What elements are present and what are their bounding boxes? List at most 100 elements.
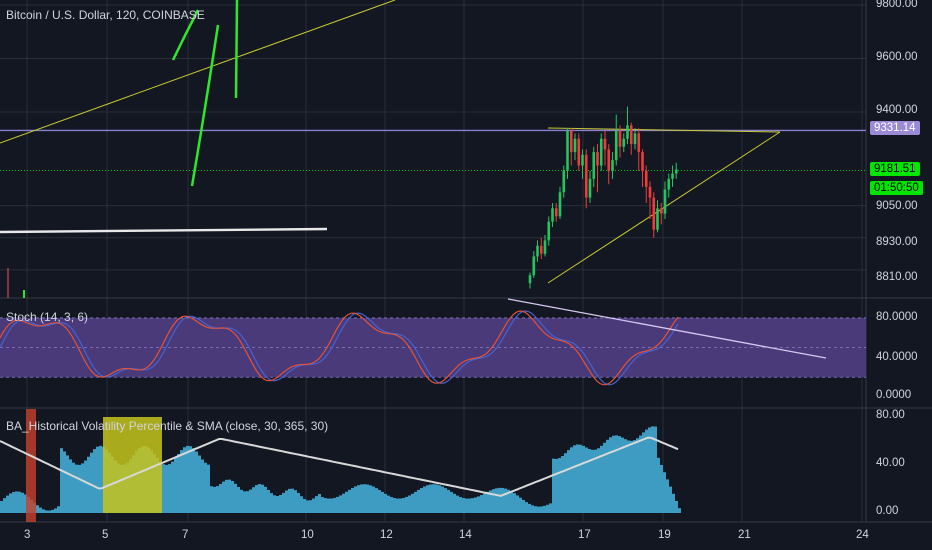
vol-bar <box>261 484 264 513</box>
vol-bar <box>540 506 543 513</box>
vol-bar <box>678 508 681 513</box>
last-price-tag: 9181.51 <box>870 162 920 176</box>
vol-bar <box>339 495 342 513</box>
vol-bar <box>246 491 249 513</box>
vol-bar <box>318 494 321 513</box>
candle-body <box>562 170 566 193</box>
vol-bar <box>420 488 423 513</box>
vol-bar <box>402 497 405 513</box>
vol-bar <box>240 489 243 513</box>
vol-bar <box>600 445 603 513</box>
stoch-k-line <box>0 310 679 386</box>
vol-bar <box>72 462 75 513</box>
vol-bar <box>0 501 3 513</box>
vol-bar <box>456 495 459 513</box>
vol-bar <box>480 495 483 513</box>
vol-bar <box>435 484 438 513</box>
vol-bar <box>597 448 600 513</box>
candle-body <box>626 125 629 139</box>
vol-bar <box>564 453 567 513</box>
vol-bar <box>243 491 246 513</box>
vol-bar <box>234 483 237 513</box>
vol-bar <box>195 451 198 513</box>
vol-bar <box>561 456 564 513</box>
vol-bar <box>15 491 18 513</box>
candle-countdown-tag: 01:50:50 <box>870 181 923 195</box>
vol-bar <box>327 498 330 513</box>
vol-bar <box>363 484 366 513</box>
vol-bar <box>660 465 663 513</box>
vol-bar <box>555 458 558 513</box>
vol-bar <box>498 487 501 513</box>
vol-bar <box>441 486 444 513</box>
vol-bar <box>366 484 369 513</box>
candle-body <box>566 130 569 171</box>
vol-bar <box>627 440 630 513</box>
vol-bar <box>177 453 180 513</box>
vol-bar <box>603 442 606 513</box>
vol-bar <box>417 489 420 513</box>
vol-bar <box>48 510 51 513</box>
vol-bar <box>315 496 318 513</box>
hand-drawn-stroke <box>171 9 200 61</box>
vol-bar <box>552 458 555 513</box>
vol-bar <box>375 488 378 513</box>
vol-bar <box>219 483 222 513</box>
price-tick-9800: 9800.00 <box>876 0 918 10</box>
vol-bar <box>372 486 375 513</box>
vol-bar <box>228 479 231 513</box>
vol-bar <box>9 493 12 513</box>
vol-bar <box>651 426 654 513</box>
vol-bar <box>231 480 234 513</box>
vol-bar <box>474 497 477 513</box>
trendline-rising-left <box>0 0 396 144</box>
vol-bar <box>447 489 450 513</box>
vol-bar <box>186 445 189 513</box>
vol-bar <box>18 491 21 513</box>
vol-bar <box>483 493 486 513</box>
vol-bar <box>354 486 357 513</box>
vol-bar <box>306 500 309 513</box>
vol-bar <box>636 438 639 513</box>
vol-bar <box>42 509 45 513</box>
vol-bar <box>537 506 540 513</box>
stoch-tick-40: 40.0000 <box>876 351 918 363</box>
candle-body <box>592 152 596 179</box>
time-label-21: 21 <box>738 529 751 541</box>
vol-bar <box>6 495 9 513</box>
vol-bar <box>501 487 504 513</box>
hand-drawn-stroke <box>190 24 220 187</box>
vol-bar <box>276 495 279 513</box>
vol-bar <box>255 485 258 513</box>
stoch-d-line <box>0 310 679 386</box>
vol-bar <box>507 489 510 513</box>
vol-bar <box>459 496 462 513</box>
vol-bar <box>99 445 102 513</box>
hand-drawn-stroke <box>234 0 239 99</box>
vol-bar <box>321 497 324 513</box>
candle-body <box>573 138 577 153</box>
vol-bar <box>21 492 24 513</box>
candle-body <box>618 130 622 147</box>
stoch-title: Stoch (14, 3, 6) <box>6 310 89 324</box>
candle-body <box>569 130 573 153</box>
price-tick-8930: 8930.00 <box>876 236 918 248</box>
vol-bar <box>510 491 513 513</box>
price-tick-8810: 8810.00 <box>876 271 918 283</box>
candle-body <box>659 208 663 214</box>
candle-body <box>539 245 543 254</box>
vol-bar <box>165 464 168 513</box>
candle-body <box>528 275 532 284</box>
vol-sma-line <box>0 436 679 497</box>
vol-bar <box>450 491 453 513</box>
vol-red-marker <box>26 409 36 522</box>
vol-bar <box>609 437 612 513</box>
vol-bar <box>591 449 594 513</box>
time-label-5: 5 <box>102 529 109 541</box>
candle-body <box>611 160 614 171</box>
vol-bar <box>294 490 297 513</box>
vol-bar <box>222 481 225 513</box>
vol-bar <box>567 450 570 513</box>
candle-body <box>596 152 599 166</box>
